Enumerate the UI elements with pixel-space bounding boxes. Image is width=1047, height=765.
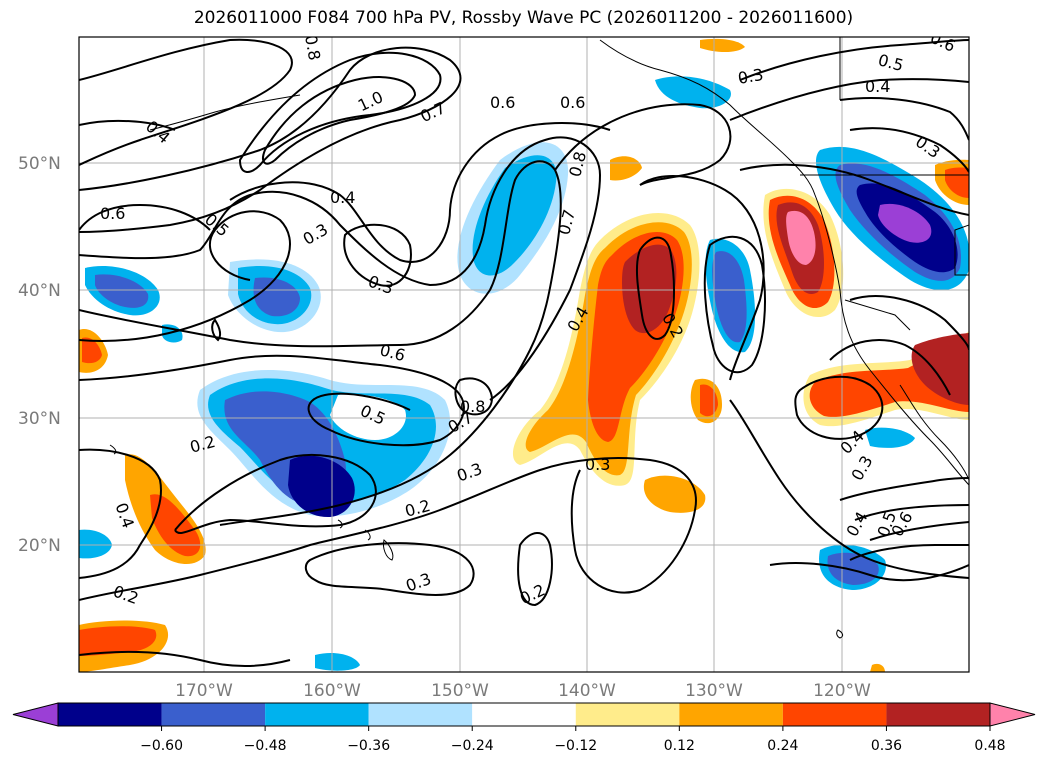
colorbar-segment — [161, 703, 266, 726]
colorbar-tick-label: 0.36 — [871, 738, 902, 754]
lat-label: 40°N — [18, 281, 61, 301]
colorbar-extend-min — [12, 702, 59, 727]
colorbar-tick-label: −0.12 — [554, 738, 597, 754]
contour-label: 0.3 — [736, 65, 764, 88]
lat-label: 20°N — [18, 536, 61, 556]
contour-label: 0.8 — [460, 397, 485, 416]
lat-label: 30°N — [18, 409, 61, 429]
colorbar-segment — [265, 703, 369, 726]
contour-label: 0.4 — [865, 77, 890, 96]
contour-label: 0.6 — [490, 93, 515, 112]
contour-label: 0.6 — [100, 204, 125, 223]
lon-label: 130°W — [685, 681, 743, 701]
colorbar-tick-label: −0.60 — [140, 738, 183, 754]
colorbar-segment — [782, 703, 887, 726]
colorbar-tick-label: 0.12 — [664, 738, 695, 754]
coastlines — [109, 37, 969, 639]
lon-label: 150°W — [431, 681, 489, 701]
contour-label: 0.8 — [301, 33, 324, 61]
lon-label: 170°W — [175, 681, 233, 701]
colorbar-segment — [575, 703, 680, 726]
contour-label: 0.4 — [330, 188, 355, 207]
lon-label: 160°W — [303, 681, 361, 701]
contour-label: 0.3 — [585, 455, 610, 474]
longitude-labels: 170°W 160°W 150°W 140°W 130°W 120°W — [175, 681, 871, 701]
negative-anomaly-shading — [79, 76, 969, 671]
map-title: 2026011000 F084 700 hPa PV, Rossby Wave … — [193, 8, 854, 28]
colorbar: −0.60 −0.48 −0.36 −0.24 −0.12 0.12 0.24 0.36 0.4… — [12, 702, 1036, 754]
colorbar-frame — [57, 702, 991, 727]
pv-contours — [79, 38, 969, 667]
colorbar-tick-label: −0.24 — [451, 738, 494, 754]
colorbar-tick-label: −0.48 — [244, 738, 287, 754]
colorbar-segment — [58, 703, 162, 726]
colorbar-segment — [368, 703, 473, 726]
graticule — [79, 37, 969, 672]
colorbar-extend-max — [989, 702, 1036, 727]
colorbar-tick-label: 0.48 — [974, 738, 1005, 754]
colorbar-segment — [679, 703, 783, 726]
contour-label: 0.6 — [560, 93, 585, 112]
lon-label: 120°W — [813, 681, 871, 701]
latitude-labels: 50°N 40°N 30°N 20°N — [18, 154, 61, 556]
lon-label: 140°W — [558, 681, 616, 701]
lat-label: 50°N — [18, 154, 61, 174]
colorbar-segment — [472, 703, 576, 726]
colorbar-segment — [886, 703, 990, 726]
colorbar-tick-label: −0.36 — [347, 738, 390, 754]
colorbar-tick-label: 0.24 — [767, 738, 798, 754]
